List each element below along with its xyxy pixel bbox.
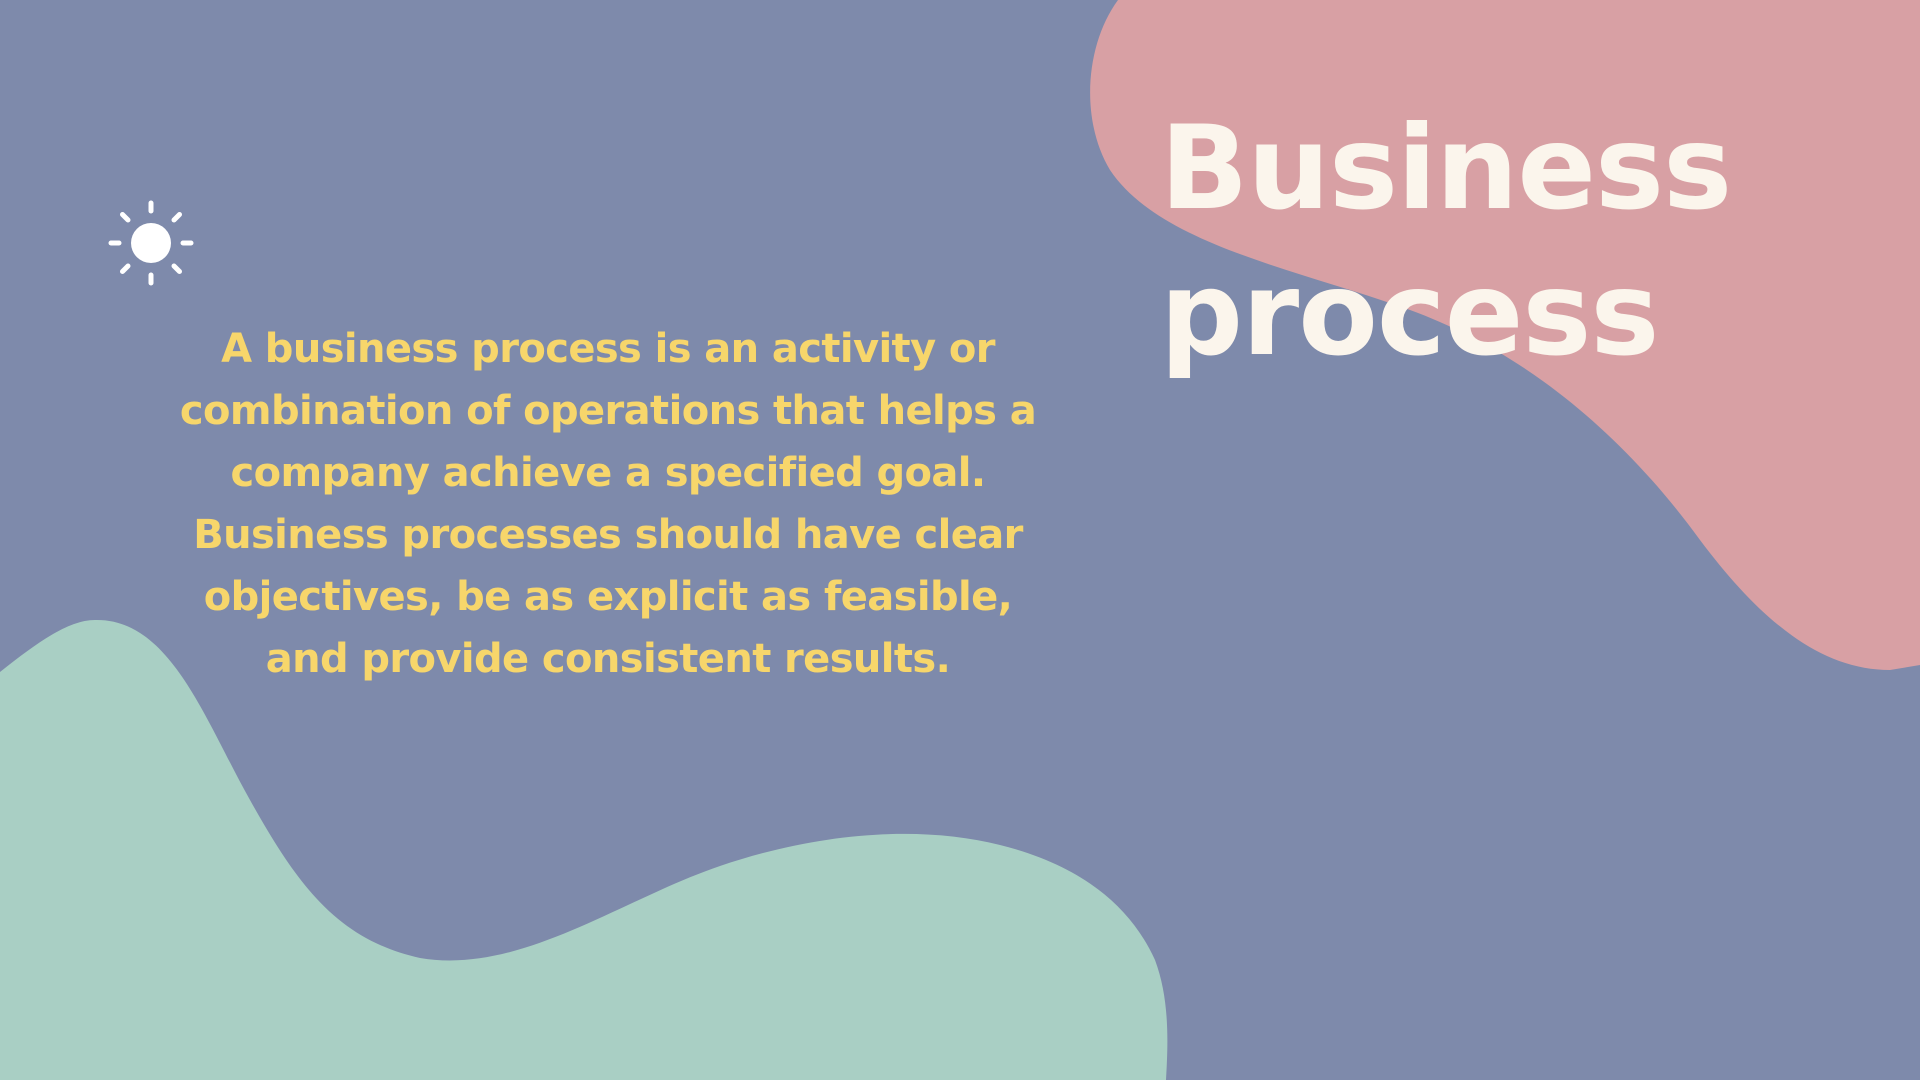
- slide-title-line-1: Business: [1160, 101, 1732, 236]
- slide-title: Business process: [1160, 96, 1860, 388]
- slide-title-line-2: process: [1160, 247, 1659, 382]
- mint-blob: [0, 619, 1168, 1080]
- pink-blob: [1090, 0, 1920, 670]
- slide-body-text: A business process is an activity or com…: [179, 326, 1037, 682]
- sun-icon: [108, 200, 194, 286]
